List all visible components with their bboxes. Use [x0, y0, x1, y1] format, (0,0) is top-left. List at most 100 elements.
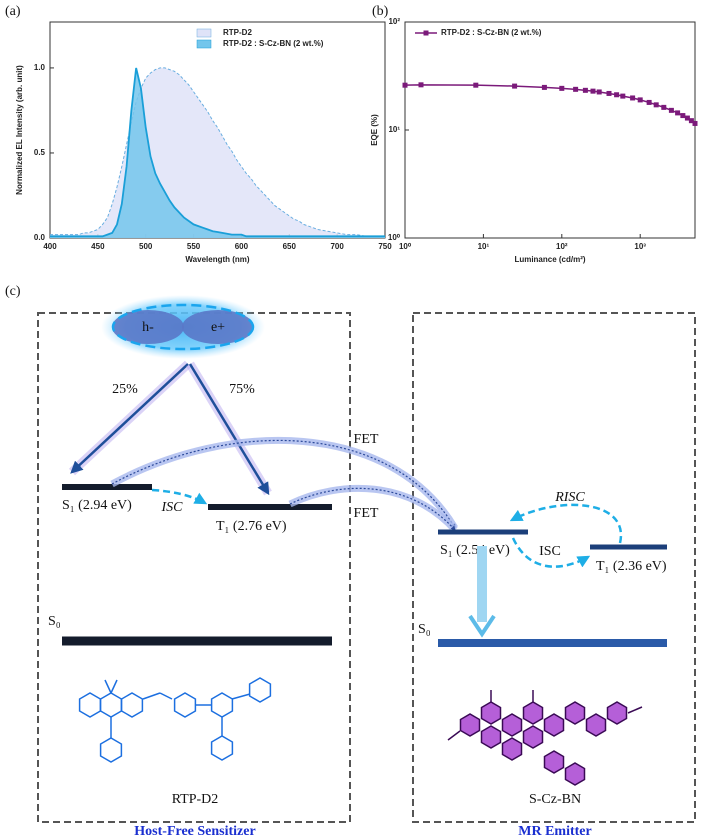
ring — [173, 692, 197, 718]
x-tick-label: 10³ — [634, 242, 646, 251]
legend-swatch — [196, 28, 212, 38]
bond — [159, 692, 173, 700]
marker — [473, 82, 479, 88]
series-line — [50, 67, 385, 238]
box — [37, 312, 351, 823]
fet-label: FET — [354, 432, 379, 447]
level-label: S₁ (2.54 eV) — [440, 543, 510, 558]
marker — [675, 110, 681, 116]
isc-arrow — [511, 537, 591, 568]
marker — [692, 120, 698, 126]
branch-label: 75% — [229, 382, 255, 397]
marker — [512, 83, 518, 89]
ring — [564, 701, 586, 725]
level-label: S₀ — [48, 614, 61, 629]
charts: 400 450 500 550 600 650 700 750 0.0 0.5 1.0 Wavelen… — [15, 17, 698, 264]
level-label: T₁ (2.36 eV) — [596, 559, 667, 574]
branch-label: 25% — [112, 382, 138, 397]
ring — [543, 713, 565, 737]
level-label: S₀ — [418, 622, 431, 637]
panel-label: (b) — [372, 4, 389, 19]
exciton-label: h- — [142, 320, 154, 335]
x-tick-label: 450 — [91, 242, 105, 251]
caption: Host-Free Sensitizer — [134, 824, 255, 839]
legend-swatch — [423, 30, 429, 36]
isc-arrow — [151, 488, 208, 505]
electron — [182, 310, 254, 344]
ring — [501, 713, 523, 737]
series-line — [50, 67, 385, 237]
molecule-label: RTP-D2 — [172, 792, 219, 807]
molecule-label: S-Cz-BN — [529, 792, 581, 807]
marker — [402, 82, 408, 88]
ring — [210, 735, 234, 761]
y-tick-label: 1.0 — [34, 63, 46, 72]
ring — [585, 713, 607, 737]
marker — [668, 107, 674, 113]
risc-label: RISC — [554, 490, 585, 505]
x-tick-label: 600 — [235, 242, 249, 251]
marker — [620, 93, 626, 99]
arrow — [188, 363, 270, 496]
marker — [684, 115, 690, 121]
marker — [559, 85, 565, 91]
plot-frame — [404, 21, 696, 239]
x-tick-label: 650 — [283, 242, 297, 251]
x-axis-title: Wavelength (nm) — [185, 255, 249, 264]
x-tick-label: 550 — [187, 242, 201, 251]
marker — [680, 113, 686, 119]
marker — [573, 86, 579, 92]
x-tick-label: 700 — [330, 242, 344, 251]
marker — [653, 102, 659, 108]
y-axis-title: Normalized EL Intensity (arb. unit) — [15, 65, 24, 195]
fet-arrow — [289, 487, 456, 531]
y-tick-label: 0.5 — [34, 148, 46, 157]
legend-label: RTP-D2 : S-Cz-BN (2 wt.%) — [441, 28, 542, 37]
marker — [541, 84, 547, 90]
x-axis-title: Luminance (cd/m²) — [514, 255, 585, 264]
bond — [110, 679, 118, 694]
panel-label: (c) — [5, 284, 21, 299]
marker — [590, 88, 596, 94]
fet-arrow — [110, 436, 458, 530]
hole — [112, 310, 184, 344]
ring — [564, 762, 586, 786]
marker — [630, 95, 636, 101]
emission-arrowhead — [468, 614, 496, 638]
bond — [142, 692, 161, 700]
ring — [606, 701, 628, 725]
x-tick-label: 750 — [378, 242, 392, 251]
x-tick-label: 10² — [556, 242, 568, 251]
level-label: S₁ (2.94 eV) — [62, 498, 132, 513]
ring — [522, 701, 544, 725]
y-tick-label: 10¹ — [388, 125, 400, 134]
y-tick-label: 10⁰ — [388, 233, 401, 242]
marker — [606, 90, 612, 96]
marker — [688, 118, 694, 124]
marker — [614, 92, 620, 98]
marker — [637, 97, 643, 103]
y-axis-title: EQE (%) — [370, 114, 379, 146]
ring — [543, 750, 565, 774]
ring — [99, 737, 123, 763]
isc-label: ISC — [539, 544, 561, 559]
x-tick-label: 500 — [139, 242, 153, 251]
ring — [480, 701, 502, 725]
marker — [661, 104, 667, 110]
risc-arrow — [509, 503, 623, 544]
ring — [248, 677, 272, 703]
molecules — [78, 677, 643, 786]
marker — [596, 89, 602, 95]
legend-label: RTP-D2 : S-Cz-BN (2 wt.%) — [223, 39, 324, 48]
bond — [447, 730, 461, 741]
marker — [582, 87, 588, 93]
marker — [646, 99, 652, 105]
legend-swatch — [196, 39, 212, 49]
ring — [99, 692, 123, 718]
bond — [104, 679, 112, 694]
ring — [120, 692, 144, 718]
fet-label: FET — [354, 506, 379, 521]
caption: MR Emitter — [518, 824, 591, 839]
exciton-label: e+ — [211, 320, 225, 335]
